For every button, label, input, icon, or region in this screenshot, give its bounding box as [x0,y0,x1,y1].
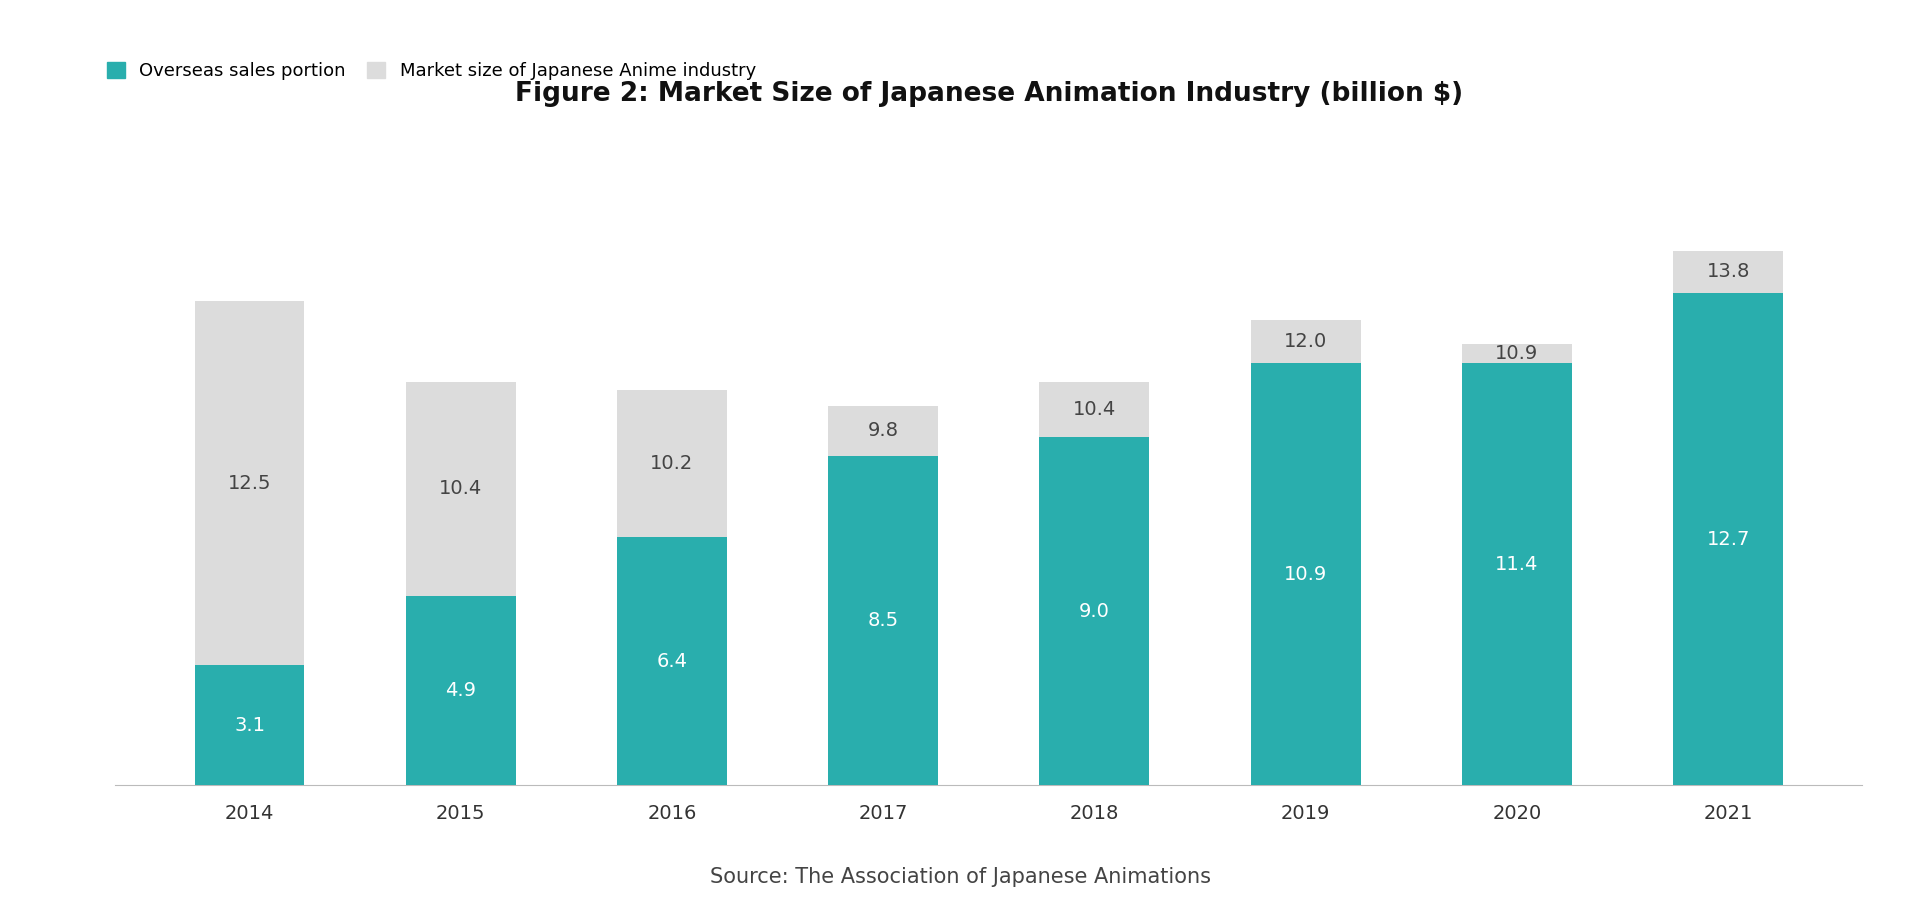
Bar [1039,383,1150,437]
Text: 12.7: 12.7 [1707,529,1749,549]
Text: 6.4: 6.4 [657,652,687,671]
Bar [1461,344,1572,785]
Text: 8.5: 8.5 [868,611,899,630]
Bar [1250,321,1361,363]
Bar [828,456,939,785]
Text: 9.0: 9.0 [1079,602,1110,621]
Text: 12.5: 12.5 [228,474,271,492]
Title: Figure 2: Market Size of Japanese Animation Industry (billion $): Figure 2: Market Size of Japanese Animat… [515,81,1463,107]
Text: 9.8: 9.8 [868,421,899,441]
Text: 10.9: 10.9 [1496,344,1538,363]
Bar [405,596,516,785]
Text: 10.2: 10.2 [651,455,693,473]
Bar [405,383,516,596]
Bar [194,301,305,665]
Text: 3.1: 3.1 [234,716,265,735]
Bar [194,665,305,785]
Bar [1672,250,1784,293]
Bar [828,406,939,456]
Legend: Overseas sales portion, Market size of Japanese Anime industry: Overseas sales portion, Market size of J… [108,62,756,80]
Text: 4.9: 4.9 [445,681,476,700]
Text: 10.4: 10.4 [1073,400,1116,419]
Text: 10.4: 10.4 [440,480,482,498]
Text: 11.4: 11.4 [1496,555,1538,574]
Text: 10.9: 10.9 [1284,565,1327,584]
Bar [1039,437,1150,785]
Bar [616,390,728,538]
Text: 13.8: 13.8 [1707,262,1749,282]
Bar [1672,293,1784,785]
Bar [1461,344,1572,363]
Text: 12.0: 12.0 [1284,333,1327,351]
Bar [616,538,728,785]
Bar [1250,363,1361,785]
Text: Source: The Association of Japanese Animations: Source: The Association of Japanese Anim… [710,867,1210,887]
